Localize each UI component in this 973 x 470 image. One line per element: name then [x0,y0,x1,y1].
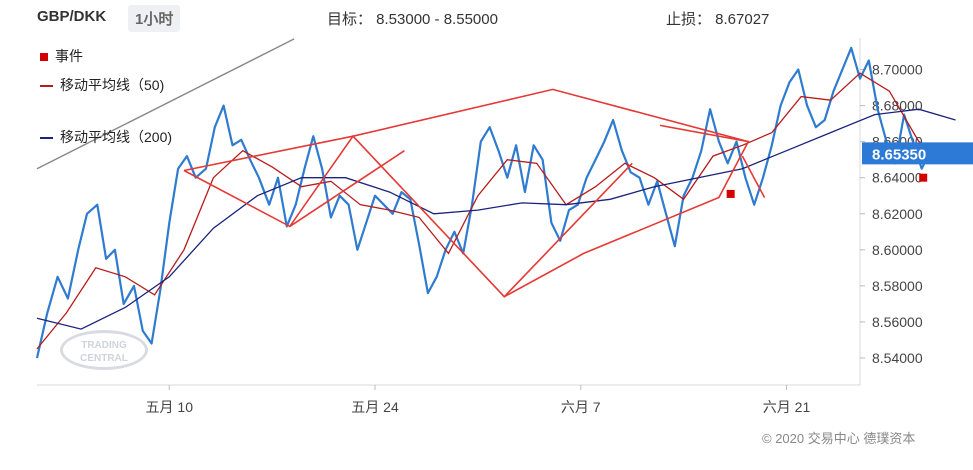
event-marker [726,189,735,198]
pattern-line [183,124,750,298]
y-tick-label: 8.58000 [872,278,923,294]
x-tick-label: 五月 24 [351,399,399,415]
price-line [35,46,957,359]
target-label: 目标： 8.53000 - 8.55000 [327,11,498,28]
y-tick-label: 8.70000 [872,62,923,78]
ma200-line-icon [40,137,53,140]
y-tick-label: 8.60000 [872,242,923,258]
chart-header: GBP/DKK 1小时 目标： 8.53000 - 8.55000 止损： 8.… [0,0,973,34]
legend-event: 事件 [40,46,83,66]
copyright-text: © 2020 交易中心 德璞资本 [762,431,916,446]
watermark-logo: TRADING CENTRAL [60,330,148,370]
x-tick-label: 六月 21 [763,399,811,415]
legend-ma200-label: 移动平均线（200) [60,129,173,145]
y-tick-label: 8.62000 [872,206,923,222]
pattern-line [289,150,405,228]
timeframe-button[interactable]: 1小时 [128,5,181,32]
trend-line [36,38,295,170]
x-tick-label: 六月 7 [561,399,601,415]
y-tick-label: 8.54000 [872,350,923,366]
ma50-line-icon [40,85,53,88]
legend-ma200: 移动平均线（200) [40,127,172,147]
symbol-label[interactable]: GBP/DKK [37,8,107,25]
last-price-tag [862,142,973,165]
x-tick-label: 五月 10 [146,399,194,415]
ma50-line [36,72,949,350]
legend-ma50: 移动平均线（50) [40,75,164,95]
pattern-line [183,88,749,172]
pattern-line [503,162,633,298]
stop-label: 止损： 8.67027 [666,11,770,28]
ma200-line [36,108,956,330]
event-square-icon [40,53,48,62]
y-tick-label: 8.56000 [872,314,923,330]
legend-event-label: 事件 [55,48,83,64]
pattern-line [741,155,766,198]
legend-ma50-label: 移动平均线（50) [60,77,165,93]
y-tick-label: 8.64000 [872,170,923,186]
last-price-label: 8.65350 [872,146,926,163]
event-marker [919,173,928,182]
